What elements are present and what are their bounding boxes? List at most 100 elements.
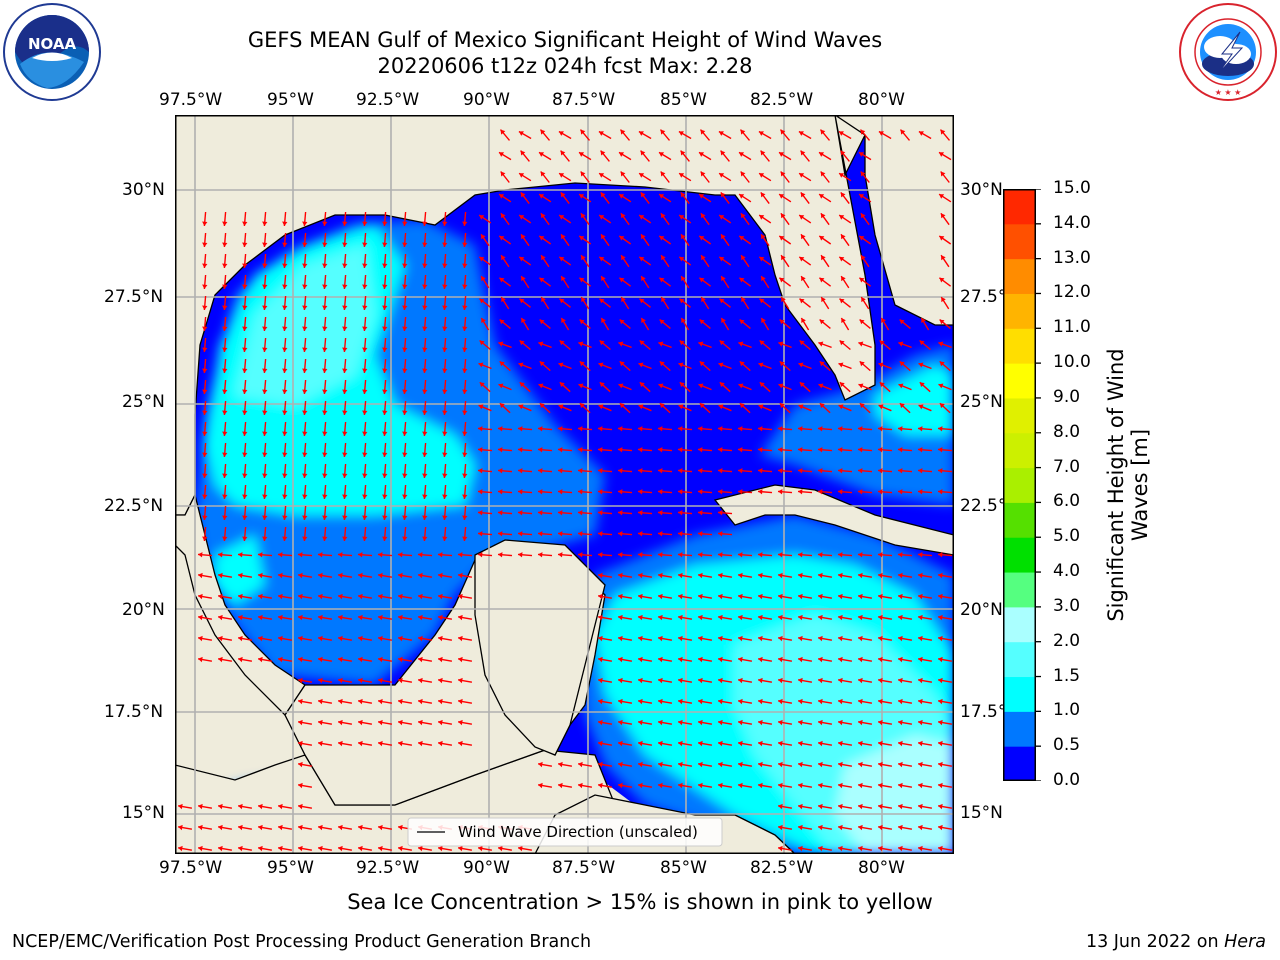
- colorbar-tick-label: 15.0: [1053, 178, 1091, 198]
- wave-direction-arrowhead: [599, 256, 605, 262]
- wave-direction-arrowhead: [878, 656, 883, 663]
- wave-direction-arrowhead: [202, 284, 208, 289]
- wave-direction-arrowhead: [798, 593, 803, 600]
- lat-label-right: 15°N: [960, 803, 1003, 823]
- wave-direction-arrowhead: [462, 389, 468, 394]
- lon-label-bottom: 82.5°W: [750, 858, 814, 878]
- wave-direction-arrowhead: [878, 489, 883, 495]
- wave-direction-arrowhead: [759, 256, 765, 262]
- wave-direction-arrowhead: [918, 803, 923, 810]
- wave-direction-arrowhead: [841, 318, 846, 323]
- wave-direction-arrowhead: [778, 740, 783, 747]
- wave-direction-arrowhead: [738, 698, 743, 705]
- wave-direction-arrowhead: [498, 489, 503, 495]
- wave-direction-arrowhead: [302, 263, 308, 268]
- wave-direction-arrowhead: [202, 515, 208, 520]
- wave-direction-arrowhead: [598, 489, 603, 495]
- lat-label-left: 25°N: [122, 392, 165, 412]
- wave-direction-arrowhead: [498, 510, 503, 516]
- wave-direction-arrowhead: [518, 531, 523, 537]
- wave-direction-arrowhead: [660, 129, 666, 135]
- wave-direction-arrowhead: [858, 656, 863, 663]
- wave-direction-arrowhead: [798, 656, 803, 663]
- wave-direction-arrowhead: [598, 426, 603, 432]
- wave-direction-arrowhead: [282, 536, 288, 541]
- wave-direction-arrowhead: [282, 263, 288, 268]
- wave-direction-arrowhead: [498, 383, 504, 389]
- wave-direction-arrowhead: [599, 215, 605, 220]
- wave-direction-arrowhead: [858, 719, 863, 726]
- wave-direction-arrowhead: [278, 552, 283, 558]
- wave-direction-arrowhead: [659, 194, 665, 199]
- wave-direction-arrowhead: [800, 150, 806, 156]
- wave-direction-arrowhead: [322, 431, 328, 436]
- wave-direction-arrowhead: [478, 552, 483, 558]
- wave-direction-arrowhead: [222, 536, 228, 541]
- wave-direction-arrowhead: [519, 173, 525, 178]
- wave-direction-arrowhead: [262, 305, 268, 310]
- wave-direction-arrowhead: [222, 515, 228, 520]
- lon-label-top: 90°W: [463, 90, 510, 110]
- wave-direction-arrowhead: [698, 341, 704, 347]
- wave-direction-arrowhead: [600, 192, 606, 198]
- wave-direction-arrowhead: [721, 276, 726, 282]
- wave-direction-arrowhead: [919, 340, 925, 346]
- wave-direction-arrowhead: [619, 152, 624, 157]
- wave-direction-arrowhead: [222, 347, 228, 352]
- wave-direction-arrowhead: [382, 242, 388, 247]
- wave-direction-arrowhead: [518, 362, 524, 368]
- wave-direction-arrowhead: [858, 593, 863, 600]
- wave-direction-arrowhead: [358, 677, 363, 684]
- wave-direction-arrowhead: [619, 194, 625, 199]
- date-text: 13 Jun 2022 on Hera: [1086, 932, 1266, 952]
- wave-direction-arrowhead: [358, 572, 363, 579]
- wave-direction-arrowhead: [242, 536, 248, 541]
- wave-direction-arrowhead: [398, 635, 403, 642]
- wave-direction-arrowhead: [878, 131, 884, 136]
- wave-direction-arrowhead: [838, 468, 843, 474]
- wave-direction-arrowhead: [498, 845, 503, 852]
- wave-direction-arrowhead: [322, 536, 328, 541]
- wave-direction-arrowhead: [580, 129, 586, 135]
- wave-direction-arrowhead: [739, 194, 745, 199]
- wave-direction-arrowhead: [838, 362, 844, 368]
- wave-direction-arrowhead: [621, 255, 626, 261]
- wave-direction-arrowhead: [561, 234, 566, 240]
- wave-direction-arrowhead: [422, 515, 428, 520]
- wave-direction-arrowhead: [238, 552, 243, 558]
- wave-direction-arrowhead: [878, 824, 883, 831]
- wave-direction-arrowhead: [558, 552, 563, 558]
- wave-direction-arrowhead: [378, 824, 383, 831]
- wave-direction-arrowhead: [798, 635, 803, 642]
- wave-direction-arrowhead: [719, 215, 725, 220]
- wave-direction-arrowhead: [422, 263, 428, 268]
- wave-direction-arrowhead: [322, 305, 328, 310]
- wave-direction-arrowhead: [338, 845, 343, 852]
- wave-direction-arrowhead: [821, 297, 826, 303]
- wave-direction-arrowhead: [278, 635, 283, 642]
- wave-direction-arrowhead: [518, 845, 523, 852]
- wave-direction-arrowhead: [798, 426, 803, 432]
- wave-direction-arrowhead: [538, 489, 543, 495]
- wave-direction-arrowhead: [358, 824, 363, 831]
- wave-direction-arrowhead: [242, 221, 248, 226]
- lon-label-top: 82.5°W: [750, 90, 814, 110]
- lon-label-top: 97.5°W: [159, 90, 223, 110]
- wave-direction-arrowhead: [402, 473, 408, 478]
- wave-direction-arrowhead: [818, 824, 823, 831]
- wave-direction-arrowhead: [819, 236, 825, 241]
- wave-direction-arrowhead: [539, 361, 545, 367]
- wave-direction-arrowhead: [758, 740, 763, 747]
- wave-direction-arrowhead: [699, 194, 705, 199]
- wave-direction-arrowhead: [521, 318, 526, 323]
- wave-direction-arrowhead: [601, 276, 606, 282]
- wave-direction-arrowhead: [540, 129, 546, 135]
- wave-direction-arrowhead: [418, 677, 423, 684]
- wave-direction-arrowhead: [342, 410, 348, 415]
- wave-direction-arrowhead: [659, 361, 665, 367]
- wave-direction-arrowhead: [599, 298, 605, 304]
- wave-direction-arrowhead: [558, 131, 564, 136]
- wave-direction-arrowhead: [242, 368, 248, 373]
- wave-direction-arrowhead: [818, 845, 823, 852]
- wave-direction-arrowhead: [298, 761, 303, 768]
